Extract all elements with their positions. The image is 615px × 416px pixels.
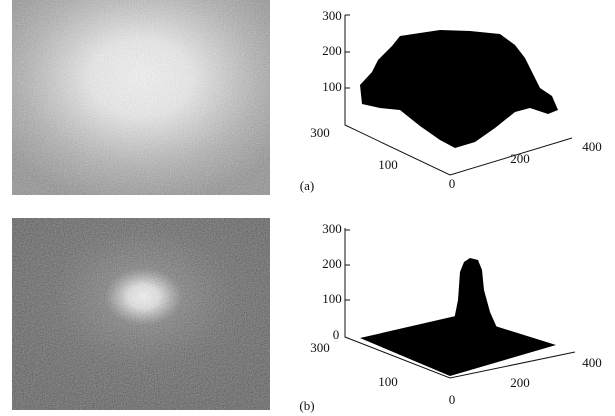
panel-label: (a) — [300, 178, 314, 193]
figure: 300 200 100 300 100 0 200 400 (a) 300 20… — [0, 0, 615, 416]
y-tick-label: 0 — [449, 176, 456, 191]
y-tick-label: 300 — [310, 340, 330, 355]
image-b — [12, 218, 270, 410]
y-tick-label: 300 — [310, 125, 330, 140]
z-tick-label: 200 — [322, 43, 342, 58]
y-tick-label: 100 — [378, 157, 398, 172]
ticks — [345, 15, 350, 88]
surface-peak — [452, 258, 498, 338]
y-tick-label: 0 — [449, 392, 456, 407]
surface-plot-a: 300 200 100 300 100 0 200 400 (a) — [300, 8, 602, 193]
z-tick-label: 200 — [322, 256, 342, 271]
surface — [360, 30, 558, 148]
z-tick-label: 100 — [322, 79, 342, 94]
y-tick-label: 100 — [378, 374, 398, 389]
panel-label: (b) — [299, 398, 314, 413]
z-tick-label: 0 — [333, 327, 340, 342]
z-tick-label: 100 — [322, 291, 342, 306]
ticks — [345, 230, 350, 300]
x-tick-label: 400 — [582, 355, 602, 370]
surface-plot-b: 300 200 100 0 300 100 0 200 400 (b) — [299, 221, 601, 413]
x-tick-label: 200 — [510, 151, 530, 166]
x-tick-label: 400 — [582, 139, 602, 154]
x-tick-label: 200 — [510, 375, 530, 390]
z-tick-label: 300 — [322, 221, 342, 236]
image-a — [12, 0, 270, 195]
z-tick-label: 300 — [322, 8, 342, 23]
